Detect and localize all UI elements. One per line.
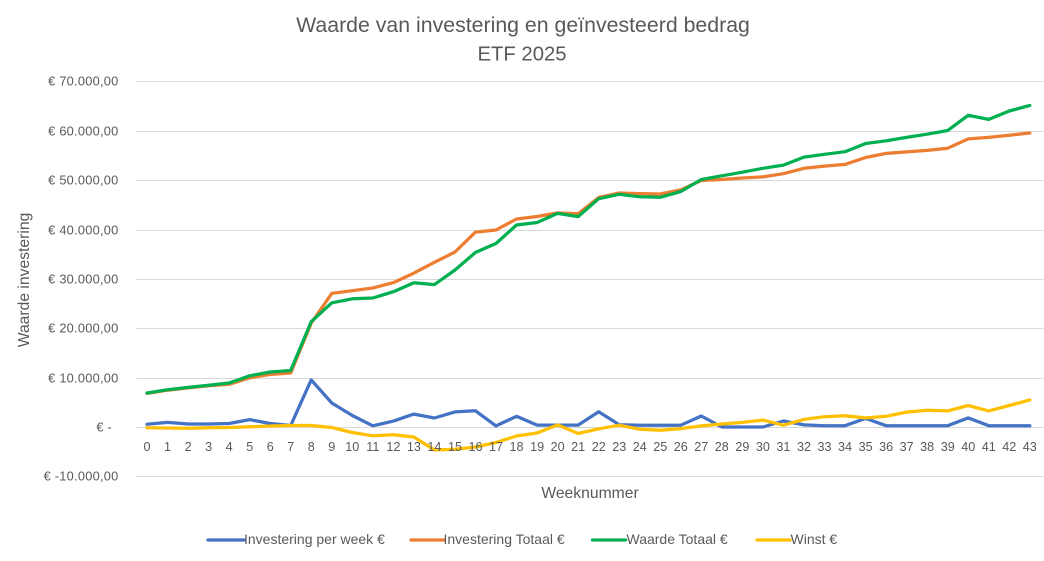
svg-text:2: 2 bbox=[185, 440, 192, 454]
svg-text:36: 36 bbox=[879, 440, 893, 454]
svg-text:43: 43 bbox=[1023, 440, 1037, 454]
svg-text:39: 39 bbox=[941, 440, 955, 454]
svg-text:Investering per week €: Investering per week € bbox=[244, 531, 385, 547]
svg-text:21: 21 bbox=[571, 440, 585, 454]
svg-text:16: 16 bbox=[468, 440, 482, 454]
svg-text:€ 70.000,00: € 70.000,00 bbox=[48, 74, 118, 89]
svg-text:13: 13 bbox=[407, 440, 421, 454]
svg-text:Waarde van investering en geïn: Waarde van investering en geïnvesteerd b… bbox=[296, 13, 750, 37]
svg-text:Winst €: Winst € bbox=[791, 531, 838, 547]
svg-text:27: 27 bbox=[694, 440, 708, 454]
svg-text:Waarde Totaal €: Waarde Totaal € bbox=[627, 531, 728, 547]
svg-text:29: 29 bbox=[735, 440, 749, 454]
svg-text:24: 24 bbox=[633, 440, 647, 454]
svg-text:€ 30.000,00: € 30.000,00 bbox=[48, 272, 118, 287]
svg-text:€ -10.000,00: € -10.000,00 bbox=[44, 469, 119, 484]
svg-text:€ 20.000,00: € 20.000,00 bbox=[48, 321, 118, 336]
svg-text:4: 4 bbox=[226, 440, 233, 454]
svg-text:42: 42 bbox=[1002, 440, 1016, 454]
svg-text:0: 0 bbox=[143, 440, 150, 454]
svg-text:€ 40.000,00: € 40.000,00 bbox=[48, 223, 118, 238]
svg-text:41: 41 bbox=[982, 440, 996, 454]
svg-text:30: 30 bbox=[756, 440, 770, 454]
svg-text:Waarde investering: Waarde investering bbox=[16, 213, 33, 348]
svg-text:3: 3 bbox=[205, 440, 212, 454]
svg-text:31: 31 bbox=[776, 440, 790, 454]
svg-text:€ -: € - bbox=[96, 420, 112, 435]
svg-text:€ 50.000,00: € 50.000,00 bbox=[48, 173, 118, 188]
svg-text:Weeknummer: Weeknummer bbox=[541, 485, 638, 502]
svg-text:37: 37 bbox=[900, 440, 914, 454]
svg-text:15: 15 bbox=[448, 440, 462, 454]
svg-text:€ 10.000,00: € 10.000,00 bbox=[48, 371, 118, 386]
svg-text:40: 40 bbox=[961, 440, 975, 454]
svg-text:33: 33 bbox=[817, 440, 831, 454]
svg-text:12: 12 bbox=[386, 440, 400, 454]
svg-text:32: 32 bbox=[797, 440, 811, 454]
svg-text:38: 38 bbox=[920, 440, 934, 454]
svg-text:26: 26 bbox=[674, 440, 688, 454]
svg-text:8: 8 bbox=[308, 440, 315, 454]
svg-text:14: 14 bbox=[427, 440, 441, 454]
svg-text:ETF 2025: ETF 2025 bbox=[477, 44, 566, 66]
svg-text:17: 17 bbox=[489, 440, 503, 454]
svg-text:€ 60.000,00: € 60.000,00 bbox=[48, 124, 118, 139]
svg-text:18: 18 bbox=[509, 440, 523, 454]
svg-text:9: 9 bbox=[328, 440, 335, 454]
svg-text:19: 19 bbox=[530, 440, 544, 454]
svg-text:23: 23 bbox=[612, 440, 626, 454]
svg-text:Investering Totaal €: Investering Totaal € bbox=[444, 531, 565, 547]
svg-text:11: 11 bbox=[366, 440, 379, 454]
svg-text:35: 35 bbox=[859, 440, 873, 454]
svg-text:5: 5 bbox=[246, 440, 253, 454]
svg-text:25: 25 bbox=[653, 440, 667, 454]
svg-text:7: 7 bbox=[287, 440, 294, 454]
svg-text:6: 6 bbox=[267, 440, 274, 454]
svg-text:28: 28 bbox=[715, 440, 729, 454]
svg-text:34: 34 bbox=[838, 440, 852, 454]
svg-text:22: 22 bbox=[592, 440, 606, 454]
svg-text:20: 20 bbox=[551, 440, 565, 454]
svg-text:10: 10 bbox=[345, 440, 359, 454]
svg-text:1: 1 bbox=[164, 440, 171, 454]
